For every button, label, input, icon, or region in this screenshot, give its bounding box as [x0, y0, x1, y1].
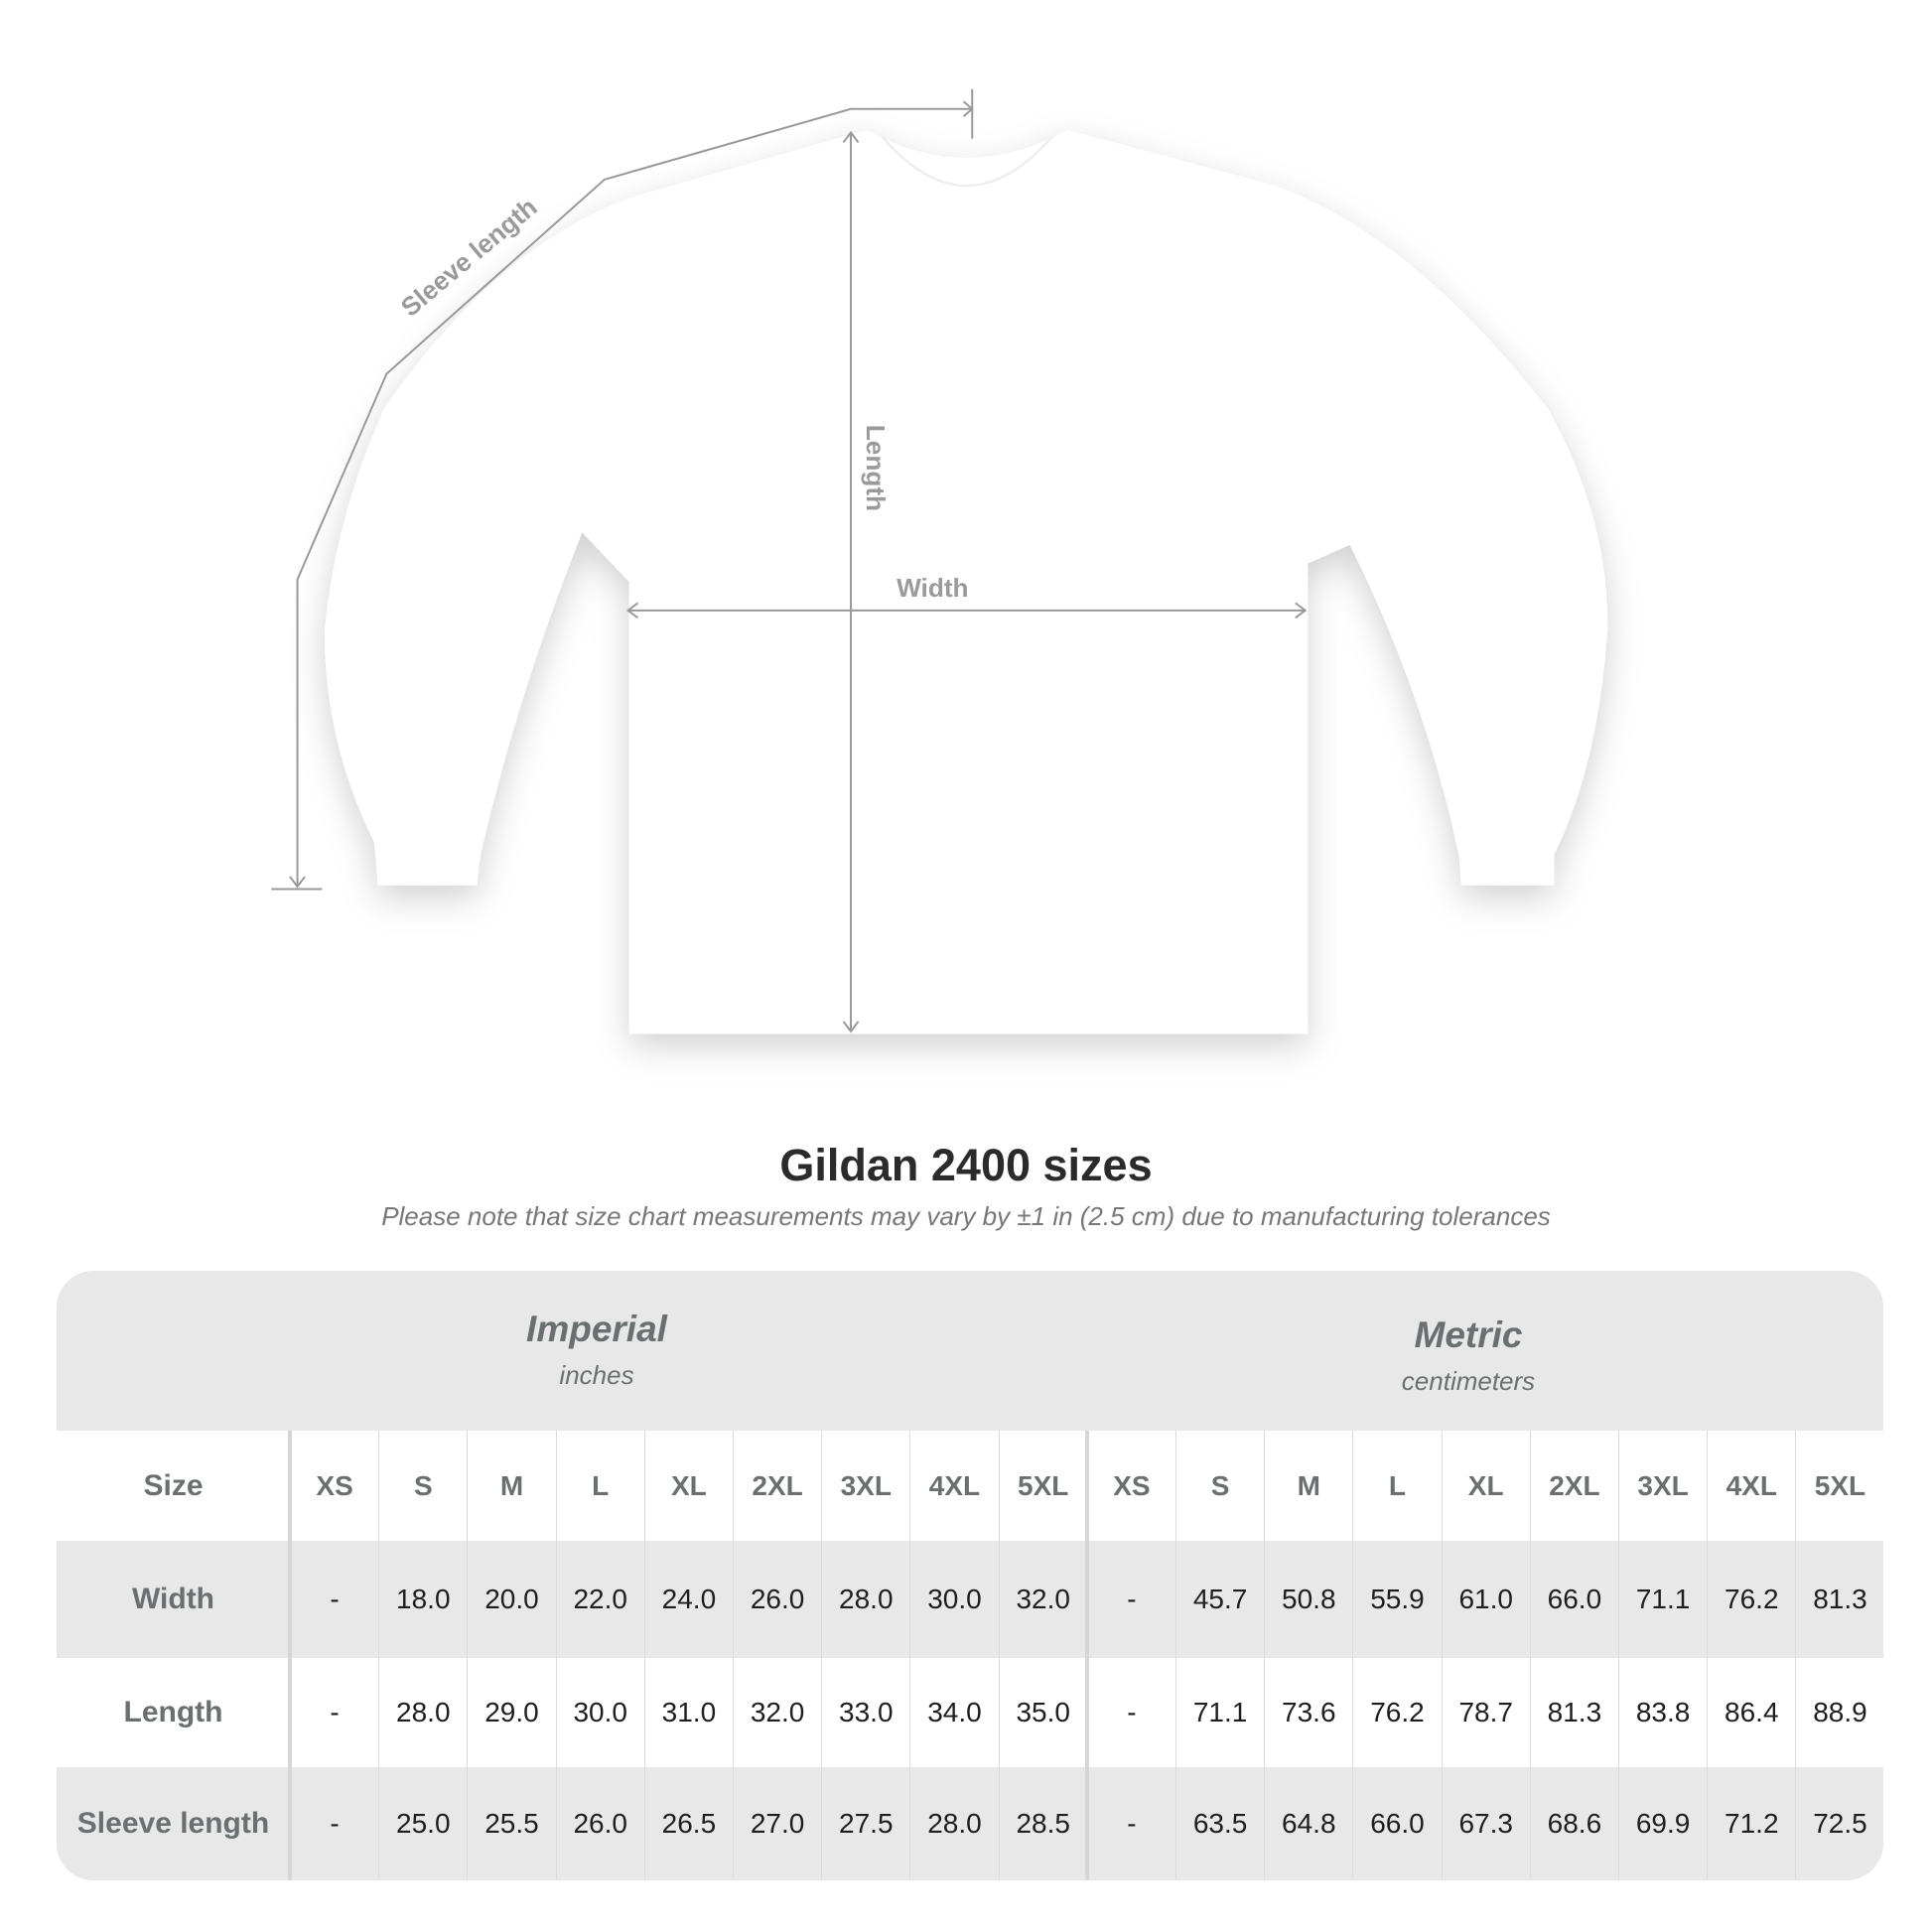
table-cell: 26.0	[733, 1541, 821, 1658]
table-cell: 45.7	[1175, 1541, 1264, 1658]
size-header-metric-XS: XS	[1086, 1431, 1175, 1541]
table-cell: 25.0	[378, 1767, 467, 1880]
table-cell: 22.0	[555, 1541, 644, 1658]
imperial-header: Imperial inches	[299, 1309, 895, 1391]
table-cell: 72.5	[1795, 1767, 1883, 1880]
size-header-metric-XL: XL	[1441, 1431, 1530, 1541]
page-title: Gildan 2400 sizes	[779, 1140, 1153, 1190]
size-header-metric-5XL: 5XL	[1795, 1431, 1883, 1541]
table-cell: 20.0	[467, 1541, 555, 1658]
shirt-diagram: Sleeve length Length Width	[271, 88, 1608, 1035]
table-cell: 83.8	[1618, 1658, 1707, 1767]
table-cell: 68.6	[1529, 1767, 1618, 1880]
table-cell: 64.8	[1264, 1767, 1352, 1880]
measure-lines	[271, 88, 1308, 1034]
size-header-imperial-3XL: 3XL	[821, 1431, 909, 1541]
table-cell: -	[290, 1541, 378, 1658]
table-cell: -	[1086, 1541, 1175, 1658]
table-cell: 29.0	[467, 1658, 555, 1767]
imperial-unit: inches	[559, 1360, 634, 1390]
table-cell: 24.0	[643, 1541, 733, 1658]
size-header-metric-S: S	[1175, 1431, 1264, 1541]
table-cell: 27.5	[821, 1767, 909, 1880]
table-cell: 25.5	[467, 1767, 555, 1880]
table-cell: 71.2	[1707, 1767, 1795, 1880]
table-cell: 71.1	[1618, 1541, 1707, 1658]
size-header-imperial-M: M	[467, 1431, 555, 1541]
table-cell: 71.1	[1175, 1658, 1264, 1767]
size-label: Size	[143, 1468, 204, 1502]
table-cell: 66.0	[1352, 1767, 1441, 1880]
size-header-metric-4XL: 4XL	[1707, 1431, 1795, 1541]
size-header-metric-L: L	[1352, 1431, 1441, 1541]
size-header-imperial-S: S	[378, 1431, 467, 1541]
width-label: Width	[897, 573, 968, 603]
table-cell: -	[1086, 1658, 1175, 1767]
table-cell: 63.5	[1175, 1767, 1264, 1880]
sleeve-length-line	[296, 107, 973, 887]
imperial-title: Imperial	[526, 1309, 667, 1349]
table-cell: 81.3	[1529, 1658, 1618, 1767]
table-cell: 27.0	[733, 1767, 821, 1880]
metric-header: Metric centimeters	[1171, 1314, 1766, 1397]
table-cell: 28.0	[378, 1658, 467, 1767]
size-header-imperial-2XL: 2XL	[733, 1431, 821, 1541]
size-header-imperial-XS: XS	[290, 1431, 378, 1541]
table-cell: 67.3	[1441, 1767, 1530, 1880]
table-cell: -	[290, 1658, 378, 1767]
table-cell: 88.9	[1795, 1658, 1883, 1767]
table-cell: 76.2	[1707, 1541, 1795, 1658]
table-cell: 69.9	[1618, 1767, 1707, 1880]
table-cell: 73.6	[1264, 1658, 1352, 1767]
shirt-illustration	[324, 129, 1608, 1035]
table-cell: 28.0	[909, 1767, 998, 1880]
table-cell: 28.5	[998, 1767, 1087, 1880]
table-cell: 50.8	[1264, 1541, 1352, 1658]
row-background	[57, 1658, 1883, 1767]
size-header-imperial-L: L	[555, 1431, 644, 1541]
row-label-width: Width	[131, 1583, 215, 1615]
size-header-imperial-XL: XL	[643, 1431, 733, 1541]
table-cell: -	[1086, 1767, 1175, 1880]
row-background	[57, 1431, 1883, 1541]
table-cell: 86.4	[1707, 1658, 1795, 1767]
size-header-metric-3XL: 3XL	[1618, 1431, 1707, 1541]
collar-seam	[881, 135, 1054, 188]
label-column-divider	[288, 1431, 292, 1880]
row-label-length: Length	[123, 1696, 223, 1728]
table-cell: 35.0	[998, 1658, 1087, 1767]
table-cell: 30.0	[555, 1658, 644, 1767]
table-cell: 55.9	[1352, 1541, 1441, 1658]
table-cell: 31.0	[643, 1658, 733, 1767]
table-cell: -	[290, 1767, 378, 1880]
table-cell: 28.0	[821, 1541, 909, 1658]
table-cell: 81.3	[1795, 1541, 1883, 1658]
table-cell: 18.0	[378, 1541, 467, 1658]
table-cell: 32.0	[998, 1541, 1087, 1658]
size-header-metric-2XL: 2XL	[1529, 1431, 1618, 1541]
size-header-imperial-4XL: 4XL	[909, 1431, 998, 1541]
size-header-metric-M: M	[1264, 1431, 1352, 1541]
table-cell: 26.5	[643, 1767, 733, 1880]
metric-unit: centimeters	[1401, 1366, 1536, 1396]
row-label-sleeve-length: Sleeve length	[76, 1807, 270, 1840]
table-cell: 76.2	[1352, 1658, 1441, 1767]
size-header-imperial-5XL: 5XL	[998, 1431, 1087, 1541]
metric-title: Metric	[1414, 1314, 1523, 1355]
size-table: Imperial inches Metric centimeters Size X…	[57, 1271, 1883, 1880]
table-cell: 26.0	[555, 1767, 644, 1880]
tolerance-note: Please note that size chart measurements…	[381, 1201, 1551, 1231]
table-cell: 61.0	[1441, 1541, 1530, 1658]
table-cell: 66.0	[1529, 1541, 1618, 1658]
table-cell: 78.7	[1441, 1658, 1530, 1767]
table-cell: 32.0	[733, 1658, 821, 1767]
table-cell: 34.0	[909, 1658, 998, 1767]
table-cell: 33.0	[821, 1658, 909, 1767]
length-label: Length	[861, 425, 891, 511]
table-cell: 30.0	[909, 1541, 998, 1658]
imperial-metric-divider	[1084, 1431, 1089, 1880]
